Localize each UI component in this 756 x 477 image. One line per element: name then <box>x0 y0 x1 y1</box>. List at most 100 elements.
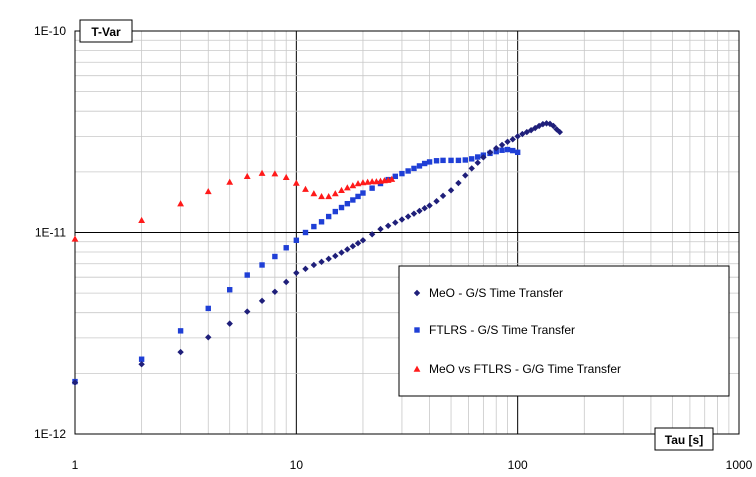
data-point <box>499 147 505 153</box>
data-point <box>282 173 290 180</box>
data-point <box>226 178 234 185</box>
data-point <box>344 200 351 207</box>
legend-label: MeO vs FTLRS - G/G Time Transfer <box>429 362 621 376</box>
data-point <box>553 126 560 133</box>
data-point <box>283 245 289 251</box>
data-point <box>509 136 516 143</box>
x-axis-title: Tau [s] <box>665 433 703 447</box>
data-point <box>338 249 345 256</box>
data-point <box>439 192 447 200</box>
data-point <box>369 185 375 191</box>
data-point <box>332 252 339 260</box>
legend: MeO - G/S Time Transfer FTLRS - G/S Time … <box>398 265 730 397</box>
data-point <box>311 223 317 230</box>
data-point <box>271 170 279 177</box>
legend-label: FTLRS - G/S Time Transfer <box>429 323 575 337</box>
x-tick-label: 1000 <box>726 458 753 472</box>
data-point <box>292 179 300 186</box>
data-point <box>546 120 554 128</box>
legend-entry: MeO - G/S Time Transfer <box>413 286 563 300</box>
data-point <box>519 130 526 138</box>
data-point <box>258 169 266 176</box>
data-point <box>302 265 309 273</box>
legend-entry: FTLRS - G/S Time Transfer <box>414 323 575 337</box>
data-point <box>384 222 392 229</box>
legend-marker <box>414 327 420 333</box>
data-point <box>325 193 333 200</box>
tick-labels: 1 10 100 1000 1E-12 1E-11 1E-10 <box>34 24 753 472</box>
legend-marker <box>413 289 421 297</box>
series-square <box>72 146 521 385</box>
data-point <box>539 120 547 128</box>
data-point <box>514 149 521 156</box>
data-point <box>226 320 233 327</box>
data-point <box>318 258 325 266</box>
series-diamond <box>71 120 563 386</box>
data-point <box>405 168 411 174</box>
data-point <box>416 163 423 169</box>
data-point <box>258 297 266 305</box>
data-point <box>421 160 428 167</box>
data-point <box>440 157 446 164</box>
data-point <box>510 147 516 154</box>
y-axis-title-box: T-Var <box>79 19 133 43</box>
data-point <box>455 179 462 187</box>
data-point <box>462 172 469 179</box>
data-point <box>205 305 211 312</box>
data-point <box>293 237 300 243</box>
data-point <box>243 172 251 180</box>
data-point <box>447 187 455 194</box>
data-point <box>410 210 418 217</box>
data-point <box>318 193 325 200</box>
data-point <box>493 145 500 152</box>
data-point <box>556 128 563 136</box>
data-point <box>411 165 417 172</box>
x-tick-label: 10 <box>290 458 304 472</box>
data-point <box>310 261 318 269</box>
data-point <box>504 138 511 145</box>
data-point <box>416 207 423 215</box>
data-point <box>283 278 290 286</box>
data-point <box>293 269 300 277</box>
data-point <box>177 348 184 356</box>
data-point <box>338 204 345 211</box>
data-point <box>433 197 440 205</box>
data-point <box>204 187 212 195</box>
data-point <box>271 288 279 295</box>
data-point <box>469 156 475 162</box>
data-point <box>244 308 251 315</box>
data-point <box>350 197 356 203</box>
data-point <box>332 208 339 215</box>
data-point <box>359 237 367 244</box>
data-point <box>71 235 79 242</box>
x-tick-label: 1 <box>72 458 79 472</box>
data-point <box>227 287 233 293</box>
data-point <box>325 213 332 220</box>
data-point <box>514 133 521 140</box>
data-point <box>368 178 376 185</box>
legend-marker <box>413 365 421 372</box>
data-point <box>480 154 487 161</box>
data-point <box>399 170 405 177</box>
data-point <box>398 216 406 223</box>
y-tick-label: 1E-10 <box>34 24 66 38</box>
legend-box <box>398 265 730 397</box>
y-axis-title: T-Var <box>91 25 121 39</box>
legend-label: MeO - G/S Time Transfer <box>429 286 563 300</box>
plot-area-frame <box>74 30 740 435</box>
data-point <box>474 159 481 166</box>
data-point <box>343 184 351 191</box>
data-point <box>302 185 309 192</box>
data-point <box>368 231 376 238</box>
data-point <box>392 173 399 180</box>
data-point <box>426 159 433 165</box>
data-point <box>486 149 494 156</box>
data-point <box>359 179 367 186</box>
data-point <box>377 225 384 233</box>
data-point <box>448 157 454 164</box>
data-point <box>498 141 506 149</box>
data-point <box>354 239 362 247</box>
data-point <box>433 158 440 164</box>
data-point <box>244 272 250 278</box>
